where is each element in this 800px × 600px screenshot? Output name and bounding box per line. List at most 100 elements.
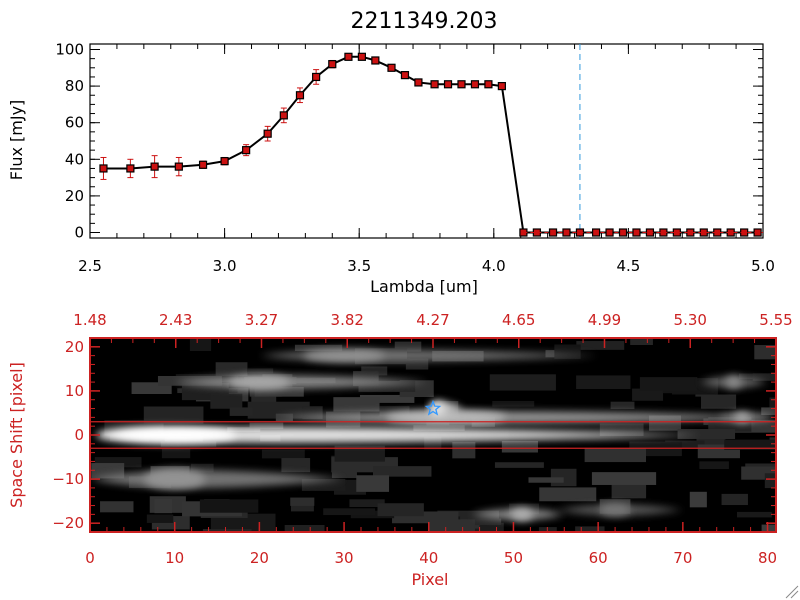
- noise-cell: [394, 341, 422, 352]
- top-x-tick-label: 3.0: [213, 257, 237, 275]
- noise-cell: [373, 466, 432, 477]
- noise-cell: [146, 514, 174, 523]
- data-point: [150, 162, 159, 171]
- noise-cell: [736, 511, 772, 518]
- noise-cell: [249, 422, 284, 430]
- noise-cell: [189, 338, 212, 352]
- noise-cell: [247, 368, 274, 374]
- data-point: [457, 80, 466, 89]
- top-y-tick-label: 20: [65, 187, 84, 205]
- noise-cell: [131, 382, 172, 395]
- noise-cell: [610, 401, 635, 410]
- data-point: [357, 52, 366, 61]
- noise-cell: [528, 477, 564, 483]
- noise-cell: [294, 344, 343, 352]
- noise-cell: [501, 440, 538, 453]
- noise-cell: [699, 461, 729, 469]
- bottom-y-tick-label: −20: [52, 514, 84, 532]
- data-point: [99, 164, 108, 173]
- noise-cell: [775, 525, 776, 532]
- bottom-x-tick-label: 20: [250, 549, 269, 567]
- bottom-x-tick-label: 30: [335, 549, 354, 567]
- noise-cell: [632, 388, 664, 401]
- data-point: [174, 162, 183, 171]
- source-core: [228, 374, 290, 390]
- top-y-tick-label: 40: [65, 150, 84, 168]
- data-point: [220, 157, 229, 166]
- bottom-x-tick-label: 40: [419, 549, 438, 567]
- noise-cell: [161, 448, 191, 459]
- data-point: [263, 129, 272, 138]
- data-point: [198, 160, 208, 169]
- noise-cell: [284, 524, 325, 532]
- noise-cell: [470, 522, 504, 532]
- noise-cell: [392, 511, 459, 524]
- top-plot-area: 2.5 3.0 3.5 4.0 4.5 5.0 0 20 40 60 80 100: [55, 40, 775, 275]
- noise-cell: [576, 375, 631, 390]
- noise-cell: [361, 366, 388, 376]
- top-plot-frame: [89, 43, 764, 239]
- noise-cell: [665, 440, 705, 449]
- noise-cell: [91, 463, 125, 479]
- noise-cell: [429, 519, 475, 532]
- data-point: [400, 71, 410, 80]
- noise-cell: [611, 484, 647, 499]
- noise-cell: [584, 448, 646, 463]
- noise-cell: [539, 487, 597, 502]
- noise-cell: [229, 407, 253, 416]
- data-point: [387, 63, 396, 72]
- data-point: [344, 52, 353, 61]
- top-wavelength-tick-label: 4.27: [416, 311, 449, 329]
- source-core: [510, 508, 534, 521]
- noise-cell: [405, 358, 429, 370]
- data-point: [371, 56, 380, 65]
- bottom-x-tick-label: 50: [504, 549, 523, 567]
- top-wavelength-tick-label: 5.30: [674, 311, 707, 329]
- noise-cell: [576, 341, 625, 350]
- noise-cell: [413, 425, 465, 431]
- resize-grip-icon[interactable]: [785, 585, 799, 599]
- noise-cell: [358, 380, 416, 392]
- star-marker-icon: [424, 399, 442, 416]
- spectral-image: [90, 338, 776, 532]
- top-x-tick-label: 5.0: [751, 257, 775, 275]
- data-point: [242, 146, 251, 155]
- noise-cell: [301, 478, 346, 491]
- noise-cell: [639, 377, 698, 391]
- noise-cell: [349, 499, 385, 508]
- noise-cell: [160, 441, 217, 447]
- noise-cell: [100, 501, 134, 513]
- noise-cell: [356, 475, 390, 492]
- data-point: [414, 78, 423, 87]
- top-wavelength-tick-label: 4.99: [588, 311, 621, 329]
- top-x-tick-label: 3.5: [347, 257, 371, 275]
- top-y-tick-label: 100: [55, 40, 84, 58]
- noise-cell: [764, 473, 776, 489]
- data-point: [328, 60, 337, 69]
- noise-cell: [677, 429, 736, 439]
- noise-cell: [689, 491, 707, 508]
- source-core: [96, 426, 237, 444]
- noise-cell: [281, 458, 311, 473]
- noise-cell: [724, 439, 776, 450]
- noise-cell: [492, 400, 535, 407]
- noise-cell: [154, 498, 173, 514]
- noise-cell: [761, 524, 776, 532]
- data-point: [430, 80, 439, 89]
- noise-cell: [190, 463, 214, 473]
- noise-cell: [215, 362, 248, 376]
- noise-cell: [494, 462, 544, 468]
- noise-cell: [251, 395, 277, 408]
- bottom-y-tick-label: −10: [52, 470, 84, 488]
- noise-cell: [254, 387, 304, 397]
- noise-cell: [769, 397, 776, 411]
- noise-cell: [94, 457, 142, 468]
- top-chart-title: 2211349.203: [351, 9, 498, 34]
- noise-cell: [575, 526, 605, 532]
- top-y-tick-label: 0: [74, 224, 84, 242]
- top-y-tick-label: 60: [65, 114, 84, 132]
- source-core: [734, 412, 751, 423]
- data-point: [279, 111, 288, 120]
- data-point: [497, 81, 506, 91]
